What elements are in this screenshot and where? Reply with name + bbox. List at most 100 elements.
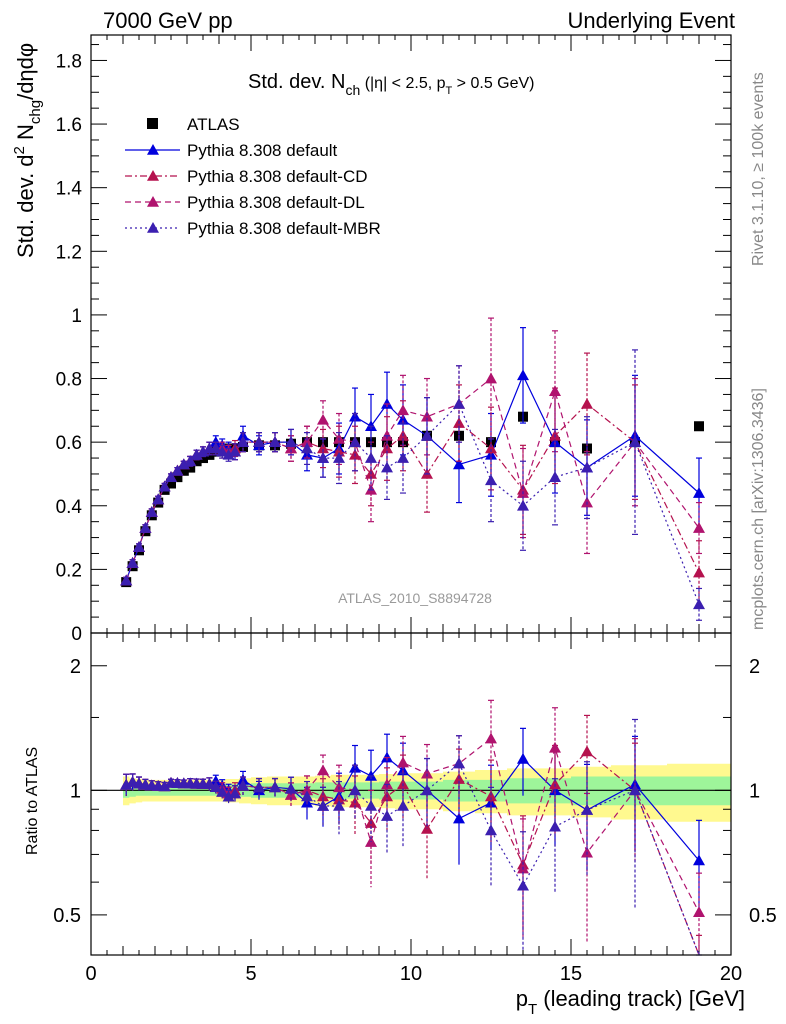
ratio-marker-mbr [120, 778, 133, 790]
legend-marker-cd [147, 170, 159, 181]
legend-marker-atlas [147, 118, 158, 129]
ratio-marker-default [365, 769, 377, 781]
legend: ATLAS Pythia 8.308 default Pythia 8.308 de… [125, 115, 381, 238]
legend-marker-default [147, 144, 159, 155]
y-tick-label: 1 [71, 306, 82, 327]
legend-label-dl: Pythia 8.308 default-DL [187, 193, 365, 212]
ratio-marker-mbr [203, 778, 216, 789]
marker-mbr [190, 448, 203, 460]
x-tick-label: 20 [720, 963, 742, 985]
y-tick-label: 0.4 [56, 497, 83, 518]
marker-dl [301, 436, 313, 447]
x-tick-label: 15 [560, 963, 582, 985]
ratio-marker-mbr [549, 820, 561, 832]
ratio-marker-cd [581, 745, 593, 757]
ratio-marker-dl [693, 906, 705, 917]
ylabel-sup: 2 [11, 146, 28, 154]
y-tick-label: 1.4 [56, 179, 83, 200]
marker-mbr [209, 442, 222, 454]
ratio-marker-mbr [397, 799, 409, 811]
legend-label-mbr: Pythia 8.308 default-MBR [187, 219, 381, 238]
y-tick-label: 0.6 [56, 433, 82, 454]
ratio-marker-default [517, 752, 529, 764]
legend-label-atlas: ATLAS [187, 115, 240, 134]
marker-cd [317, 442, 329, 454]
ratio-marker-dl [485, 732, 497, 744]
ratio-marker-mbr [158, 780, 171, 792]
ratio-marker-mbr [209, 781, 222, 793]
ratio-marker-dl [397, 756, 409, 768]
ratio-line-dl [125, 737, 700, 913]
ylabel-sub: chg [27, 100, 44, 124]
ratio-marker-default [453, 812, 465, 824]
ratio-marker-mbr [285, 782, 297, 794]
legend-marker-dl [147, 196, 159, 207]
marker-default [397, 413, 409, 425]
marker-dl [549, 385, 561, 397]
marker-mbr [333, 452, 345, 463]
marker-mbr [581, 461, 593, 473]
ratio-marker-mbr [365, 799, 377, 811]
ylabel-b: N [13, 124, 38, 146]
ratio-marker-dl [301, 784, 313, 796]
legend-label-default: Pythia 8.308 default [187, 141, 338, 160]
y-tick-label: 0.2 [56, 560, 82, 581]
marker-dl [285, 442, 297, 454]
marker-mbr [549, 471, 561, 482]
ratio-marker-default [693, 854, 705, 866]
ylabel-c: /dηdφ [13, 43, 38, 100]
marker-mbr [421, 429, 433, 441]
x-tick-label: 10 [400, 963, 422, 985]
ratio-marker-mbr [317, 799, 329, 811]
marker-dl [317, 413, 329, 425]
y-tick-label: 1.8 [56, 51, 82, 72]
atlas-marker [191, 456, 202, 467]
series-line-mbr [125, 402, 700, 605]
marker-mbr [177, 458, 190, 470]
ratio-y-label: Ratio to ATLAS [24, 747, 41, 855]
marker-mbr [197, 445, 209, 457]
ratio-marker-dl [549, 741, 561, 753]
marker-mbr [165, 471, 177, 482]
ratio-marker-default [397, 764, 409, 776]
ratio-tick-label-left: 1 [70, 780, 81, 802]
ratio-marker-mbr [517, 879, 529, 891]
y-tick-label: 0.8 [56, 370, 82, 391]
x-axis-label: pT (leading track) [GeV] [516, 986, 745, 1018]
ratio-marker-cd [421, 822, 433, 834]
ratio-marker-dl [421, 767, 433, 779]
mcplots-label: mcplots.cern.ch [arXiv:1306.3436] [750, 388, 767, 630]
series-line-cd [125, 403, 700, 581]
ratio-marker-mbr [216, 785, 229, 797]
marker-mbr [133, 541, 145, 552]
series-line-default [125, 373, 700, 581]
marker-mbr [253, 436, 265, 447]
marker-mbr [216, 445, 229, 457]
y-tick-label: 0 [71, 624, 82, 645]
ratio-marker-mbr [581, 803, 593, 815]
x-tick-label: 0 [85, 963, 96, 985]
ratio-series [120, 699, 705, 956]
marker-mbr [158, 480, 171, 492]
xlabel-sub: T [528, 1001, 537, 1018]
y-tick-label: 1.6 [56, 115, 82, 136]
atlas-marker [198, 453, 208, 464]
ratio-marker-mbr [301, 790, 313, 802]
ratio-tick-label-right: 1 [749, 780, 760, 802]
marker-dl [485, 372, 497, 384]
atlas-marker [166, 478, 176, 489]
plot-title: Std. dev. Nch (|η| < 2.5, pT > 0.5 GeV) [248, 71, 535, 98]
marker-mbr [453, 397, 465, 409]
marker-mbr [285, 436, 297, 447]
ratio-axes: 0 5 10 15 20 0.5 0.5 1 1 2 2 [53, 633, 777, 985]
marker-mbr [120, 574, 133, 586]
marker-cd [693, 566, 705, 578]
marker-dl [693, 522, 705, 533]
marker-mbr [139, 522, 152, 533]
ratio-marker-mbr [349, 784, 361, 796]
y-tick-label: 1.2 [56, 242, 82, 263]
xlabel-b: (leading track) [GeV] [537, 986, 745, 1011]
ratio-tick-label-left: 2 [70, 656, 81, 678]
title-main: Std. dev. N [248, 71, 345, 93]
